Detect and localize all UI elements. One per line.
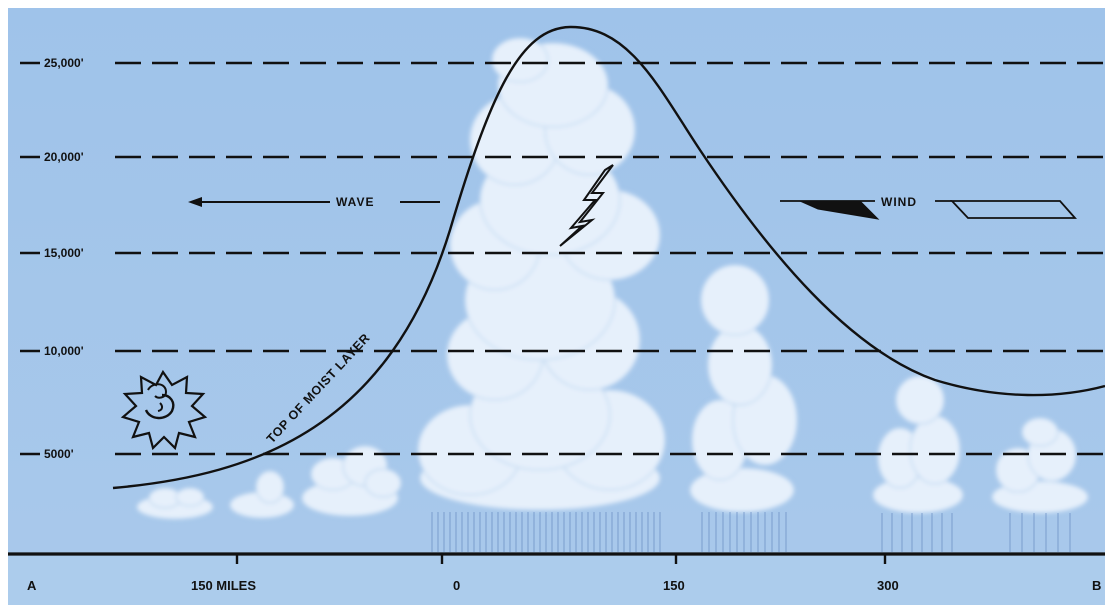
wave-label: WAVE — [336, 195, 374, 209]
altitude-lines — [115, 61, 1105, 456]
rain-right-2 — [1009, 513, 1071, 552]
altitude-label-leaders — [20, 61, 40, 456]
altitude-label-15000: 15,000' — [44, 246, 84, 260]
small-cloud-2 — [229, 470, 295, 519]
axis-end-label: B — [1092, 578, 1101, 593]
axis-tick-label-0: 0 — [453, 578, 460, 593]
rain-streaks — [431, 512, 1071, 552]
mid-right-cloud — [689, 264, 798, 513]
axis-bottom-band — [8, 556, 1105, 605]
arrow-left-icon — [188, 197, 202, 207]
wave-arrow — [188, 197, 440, 207]
rain-right-1 — [881, 513, 953, 552]
right-cloud-1 — [872, 375, 964, 514]
rain-main — [431, 512, 661, 552]
small-cloud-3 — [301, 445, 402, 517]
axis-tick-label-300: 300 — [877, 578, 899, 593]
axis-start-label: A — [27, 578, 37, 593]
cumulonimbus-cloud — [417, 37, 666, 511]
wind-label: WIND — [881, 195, 917, 209]
wind-barb-icon — [780, 200, 1077, 220]
distance-ticks — [235, 554, 887, 564]
axis-tick-label-150-miles: 150 MILES — [191, 578, 256, 593]
lightning-icon — [559, 164, 614, 247]
small-cloud-1 — [136, 487, 214, 520]
altitude-label-10000: 10,000' — [44, 344, 84, 358]
moist-layer-curve — [112, 25, 1105, 490]
altitude-label-5000: 5000' — [44, 447, 74, 461]
altitude-label-20000: 20,000' — [44, 150, 84, 164]
right-cloud-2 — [991, 417, 1089, 514]
altitude-label-25000: 25,000' — [44, 56, 84, 70]
axis-tick-label-150: 150 — [663, 578, 685, 593]
cloud-layer — [136, 37, 1089, 520]
rain-mid-right — [701, 512, 787, 552]
sun-icon — [120, 369, 208, 451]
